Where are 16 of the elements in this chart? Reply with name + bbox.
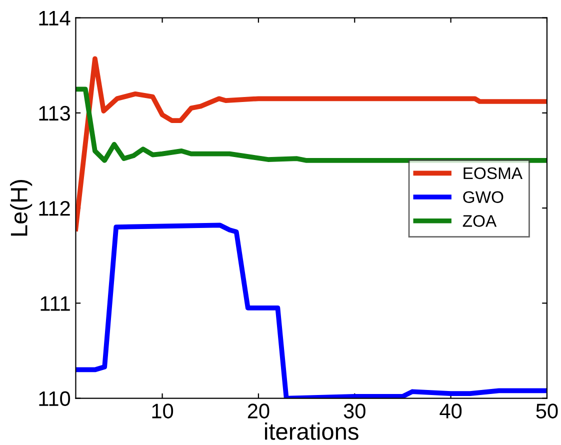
x-tick-label: 40 [440, 404, 462, 418]
y-axis-title: Le(H) [10, 180, 32, 236]
y-tick-label: 111 [40, 296, 70, 311]
x-axis-title: iterations [265, 422, 358, 440]
x-tick-label: 30 [344, 404, 366, 418]
y-tick-label: 112 [39, 201, 70, 216]
legend-label: EOSMA [464, 167, 523, 180]
y-tick-label: 110 [39, 391, 70, 406]
x-tick-label: 50 [536, 404, 558, 418]
y-tick-label: 113 [39, 106, 70, 121]
y-tick-label: 114 [39, 11, 70, 26]
line-series [76, 56, 547, 232]
legend-label: GWO [463, 191, 504, 203]
x-tick-label: 10 [152, 404, 174, 418]
x-tick-label: 20 [248, 404, 270, 418]
legend-label: ZOA [462, 215, 497, 227]
